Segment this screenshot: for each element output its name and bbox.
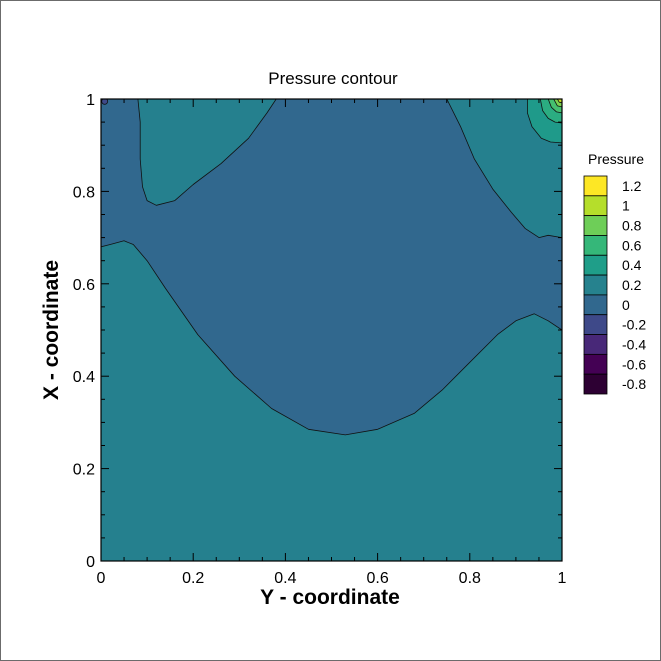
- contour-region-corner-1.0-1.2: [557, 99, 562, 104]
- plot-area: [100, 98, 563, 562]
- x-tick-label: 1: [558, 570, 567, 587]
- legend-swatch: [583, 314, 608, 335]
- legend-swatch: [583, 235, 608, 256]
- legend-swatch: [583, 373, 608, 395]
- legend-label: 0.4: [622, 257, 642, 273]
- y-tick-label: 0.2: [73, 462, 95, 479]
- legend-swatch: [583, 215, 608, 236]
- legend-swatch: [583, 294, 608, 316]
- x-tick-label: 0: [97, 570, 106, 587]
- x-tick-label: 0.8: [459, 570, 481, 587]
- legend-swatch: [583, 254, 608, 276]
- legend-swatch: [583, 353, 608, 375]
- legend-label: -0.4: [622, 336, 646, 352]
- legend-swatch: [583, 334, 608, 355]
- legend-swatch: [583, 274, 608, 296]
- legend: Pressure 1.2 1 0.8 0.6 0.4 0.2 0 -0.2 -0.4 -0.6 -0…: [583, 151, 646, 395]
- axes: 0 0.2 0.4 0.6 0.8 1 0 0.2 0.4 0.6 0.8 1: [73, 92, 567, 587]
- y-tick-label: 1: [86, 92, 95, 109]
- chart-title: Pressure contour: [268, 69, 398, 88]
- x-tick-label: 0.6: [366, 570, 388, 587]
- legend-label: -0.8: [622, 376, 646, 392]
- legend-label: -0.6: [622, 356, 646, 372]
- legend-label: 0.8: [622, 218, 642, 234]
- legend-label: 0.6: [622, 237, 642, 253]
- x-axis-label: Y - coordinate: [260, 586, 400, 609]
- y-tick-label: 0.4: [73, 369, 95, 386]
- contour-region-lower-band: [101, 240, 562, 561]
- legend-swatch: [583, 195, 608, 217]
- y-tick-label: 0.6: [73, 277, 95, 294]
- y-tick-label: 0: [86, 554, 95, 571]
- contour-negative-corner: [101, 99, 109, 105]
- y-axis-label: X - coordinate: [40, 260, 63, 400]
- legend-label: 1.2: [622, 178, 642, 194]
- legend-swatch: [583, 175, 608, 197]
- legend-label: 0: [622, 297, 630, 313]
- y-tick-label: 0.8: [73, 184, 95, 201]
- legend-label: -0.2: [622, 317, 646, 333]
- contour-region-upper-left-lobe: [137, 99, 277, 206]
- x-tick-label: 0.4: [274, 570, 296, 587]
- x-tick-label: 0.2: [182, 570, 204, 587]
- contour-region-upper-right-lobe: [446, 99, 562, 238]
- legend-label: 0.2: [622, 277, 642, 293]
- legend-label: 1: [622, 198, 630, 214]
- legend-title: Pressure: [588, 151, 644, 167]
